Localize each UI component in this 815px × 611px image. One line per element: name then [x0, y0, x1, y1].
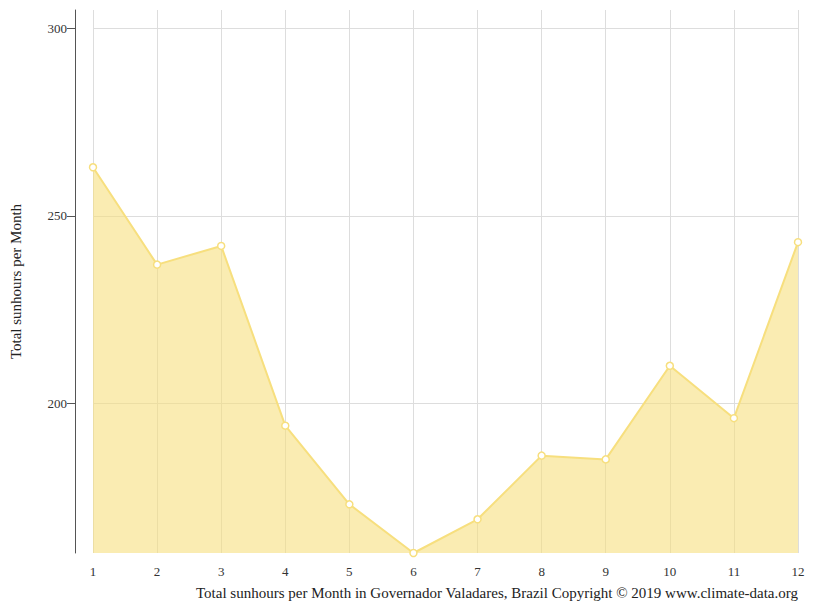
svg-text:12: 12 [792, 564, 805, 579]
svg-text:8: 8 [538, 564, 545, 579]
svg-text:9: 9 [602, 564, 609, 579]
svg-text:10: 10 [663, 564, 676, 579]
svg-text:4: 4 [282, 564, 289, 579]
svg-text:200: 200 [48, 396, 68, 411]
svg-text:Total sunhours per Month in Go: Total sunhours per Month in Governador V… [196, 585, 799, 601]
svg-text:6: 6 [410, 564, 417, 579]
svg-text:5: 5 [346, 564, 353, 579]
svg-text:Total sunhours per Month: Total sunhours per Month [8, 203, 24, 359]
svg-text:1: 1 [90, 564, 97, 579]
svg-text:300: 300 [48, 21, 68, 36]
svg-text:2: 2 [154, 564, 161, 579]
svg-text:3: 3 [218, 564, 225, 579]
svg-text:11: 11 [728, 564, 741, 579]
svg-text:250: 250 [48, 208, 68, 223]
svg-text:7: 7 [474, 564, 481, 579]
